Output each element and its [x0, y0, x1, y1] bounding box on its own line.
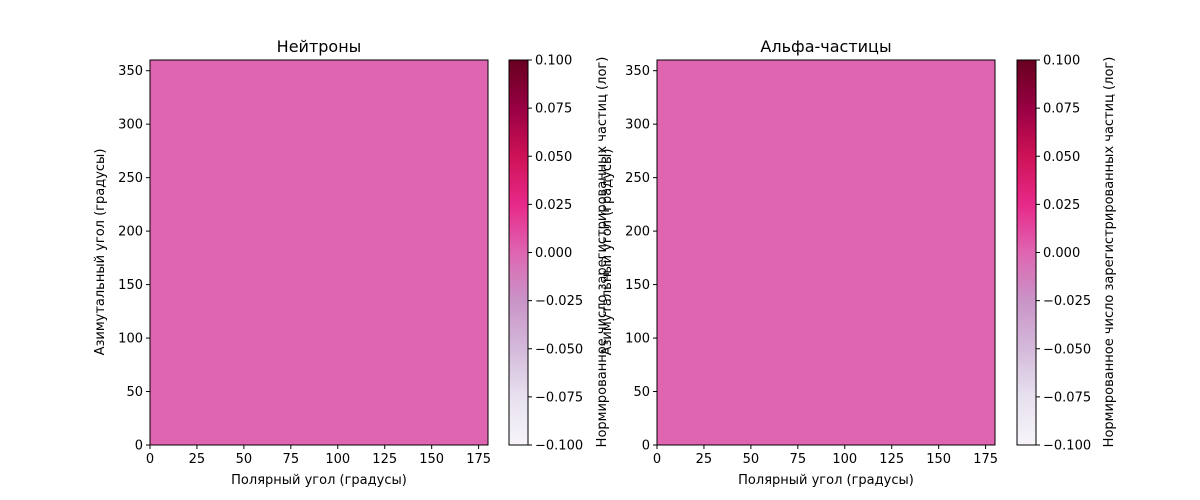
x-axis-ticks: 0 25 50 75 100 125 150 175 [653, 445, 998, 467]
x-tick-label: 125 [879, 452, 904, 467]
y-tick-label: 200 [625, 225, 650, 240]
colorbar-tick-label: −0.100 [1043, 439, 1091, 454]
colorbar-tick-label: −0.050 [535, 342, 583, 357]
y-axis-label: Азимутальный угол (градусы) [93, 149, 108, 356]
y-tick-label: 150 [625, 278, 650, 293]
y-tick-label: 150 [118, 278, 143, 293]
x-tick-label: 50 [743, 452, 760, 467]
colorbar-tick-label: 0.100 [535, 54, 572, 69]
colorbar-tick-label: 0.050 [1043, 150, 1080, 165]
x-axis-ticks: 0 25 50 75 100 125 150 175 [146, 445, 491, 467]
colorbar-label: Нормированное число зарегистрированных ч… [595, 57, 610, 448]
x-tick-label: 100 [325, 452, 350, 467]
colorbar-tick-label: 0.000 [1043, 246, 1080, 261]
y-axis-label: Азимутальный угол (градусы) [600, 149, 615, 356]
x-tick-label: 150 [419, 452, 444, 467]
x-tick-label: 100 [832, 452, 857, 467]
y-tick-label: 300 [625, 118, 650, 133]
x-tick-label: 150 [926, 452, 951, 467]
colorbar-tick-label: 0.025 [535, 198, 572, 213]
colorbar-tick-label: 0.075 [535, 102, 572, 117]
colorbar-ticks: −0.100 −0.075 −0.050 −0.025 0.000 0.025 0.050 0… [528, 54, 583, 454]
colorbar-ticks: −0.100 −0.075 −0.050 −0.025 0.000 0.025 0.050 0… [1036, 54, 1091, 454]
y-tick-label: 100 [118, 332, 143, 347]
y-axis-ticks: 0 50 100 150 200 250 300 350 [118, 64, 150, 454]
x-tick-label: 75 [283, 452, 300, 467]
colorbar-tick-label: −0.100 [535, 439, 583, 454]
y-tick-label: 0 [642, 439, 650, 454]
y-tick-label: 100 [625, 332, 650, 347]
colorbar-tick-label: 0.050 [535, 150, 572, 165]
y-tick-label: 200 [118, 225, 143, 240]
chart-title: Альфа-частицы [760, 37, 891, 56]
y-tick-label: 0 [135, 439, 143, 454]
heatmap-cell [150, 60, 488, 445]
y-tick-label: 250 [625, 171, 650, 186]
panel-neutrons: Нейтроны 0 25 50 75 100 125 150 175 0 50 100 150 20… [93, 37, 610, 488]
colorbar-tick-label: −0.050 [1043, 342, 1091, 357]
y-tick-label: 250 [118, 171, 143, 186]
colorbar-tick-label: 0.025 [1043, 198, 1080, 213]
heatmap-cell [657, 60, 995, 445]
colorbar-tick-label: 0.000 [535, 246, 572, 261]
x-tick-label: 175 [466, 452, 491, 467]
plot-frame [656, 59, 996, 446]
y-axis-ticks: 0 50 100 150 200 250 300 350 [625, 64, 657, 454]
colorbar-tick-label: −0.025 [1043, 294, 1091, 309]
panel-alpha: Альфа-частицы 0 25 50 75 100 125 150 175 0 50 100… [600, 37, 1117, 488]
colorbar-tick-label: −0.025 [535, 294, 583, 309]
colorbar [1016, 59, 1037, 446]
x-tick-label: 125 [372, 452, 397, 467]
y-tick-label: 350 [118, 64, 143, 79]
chart-title: Нейтроны [277, 37, 362, 56]
colorbar-label: Нормированное число зарегистрированных ч… [1102, 57, 1117, 448]
x-axis-label: Полярный угол (градусы) [231, 473, 407, 488]
x-tick-label: 50 [236, 452, 253, 467]
colorbar-tick-label: −0.075 [535, 390, 583, 405]
y-tick-label: 50 [633, 385, 650, 400]
colorbar-tick-label: 0.075 [1043, 102, 1080, 117]
x-tick-label: 175 [973, 452, 998, 467]
y-tick-label: 350 [625, 64, 650, 79]
x-tick-label: 25 [696, 452, 713, 467]
x-axis-label: Полярный угол (градусы) [738, 473, 914, 488]
x-tick-label: 0 [653, 452, 661, 467]
colorbar-tick-label: −0.075 [1043, 390, 1091, 405]
x-tick-label: 25 [189, 452, 206, 467]
colorbar-tick-label: 0.100 [1043, 54, 1080, 69]
x-tick-label: 0 [146, 452, 154, 467]
x-tick-label: 75 [790, 452, 807, 467]
y-tick-label: 50 [126, 385, 143, 400]
colorbar [508, 59, 529, 446]
plot-frame [149, 59, 489, 446]
y-tick-label: 300 [118, 118, 143, 133]
